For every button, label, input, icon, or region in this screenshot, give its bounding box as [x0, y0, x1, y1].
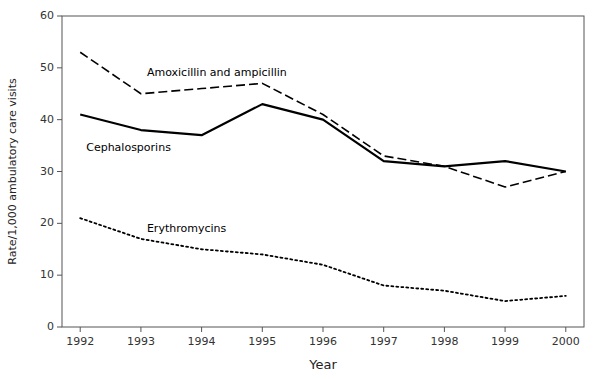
x-tick-label: 1994 — [188, 335, 216, 348]
y-tick — [57, 275, 62, 276]
x-tick-label: 1997 — [370, 335, 398, 348]
x-tick — [505, 327, 506, 332]
x-tick-label: 1998 — [430, 335, 458, 348]
x-tick-label: 1993 — [127, 335, 155, 348]
y-tick-label: 60 — [40, 9, 54, 22]
y-tick-label: 0 — [47, 320, 54, 333]
y-tick-label: 30 — [40, 165, 54, 178]
lines — [80, 52, 566, 301]
y-tick — [57, 327, 62, 328]
x-tick — [80, 327, 81, 332]
series-label: Cephalosporins — [86, 141, 171, 154]
x-axis-label: Year — [308, 357, 337, 372]
x-tick — [565, 327, 566, 332]
chart: 0 10 20 30 40 50 60 1992 1993 1994 1995 1996 1997 199… — [0, 0, 600, 379]
series-line — [80, 104, 566, 171]
x-tick-label: 1999 — [491, 335, 519, 348]
y-tick-label: 50 — [40, 61, 54, 74]
y-tick — [57, 16, 62, 17]
x-tick — [201, 327, 202, 332]
x-tick — [383, 327, 384, 332]
x-tick — [444, 327, 445, 332]
x-tick — [323, 327, 324, 332]
x-tick — [262, 327, 263, 332]
series-line — [80, 218, 566, 301]
y-tick — [57, 119, 62, 120]
y-axis-label: Rate/1,000 ambulatory care visits — [6, 78, 19, 265]
x-tick-label: 2000 — [552, 335, 580, 348]
y-tick-label: 20 — [40, 216, 54, 229]
y-tick-label: 10 — [40, 268, 54, 281]
y-tick — [57, 171, 62, 172]
x-tick-label: 1992 — [66, 335, 94, 348]
y-tick — [57, 67, 62, 68]
y-tick — [57, 223, 62, 224]
y-tick-label: 40 — [40, 113, 54, 126]
series-line — [80, 52, 566, 187]
series-label: Erythromycins — [147, 222, 227, 235]
x-tick-label: 1995 — [248, 335, 276, 348]
x-tick-label: 1996 — [309, 335, 337, 348]
series-label: Amoxicillin and ampicillin — [147, 66, 287, 79]
x-tick — [140, 327, 141, 332]
plot-frame — [62, 16, 584, 327]
